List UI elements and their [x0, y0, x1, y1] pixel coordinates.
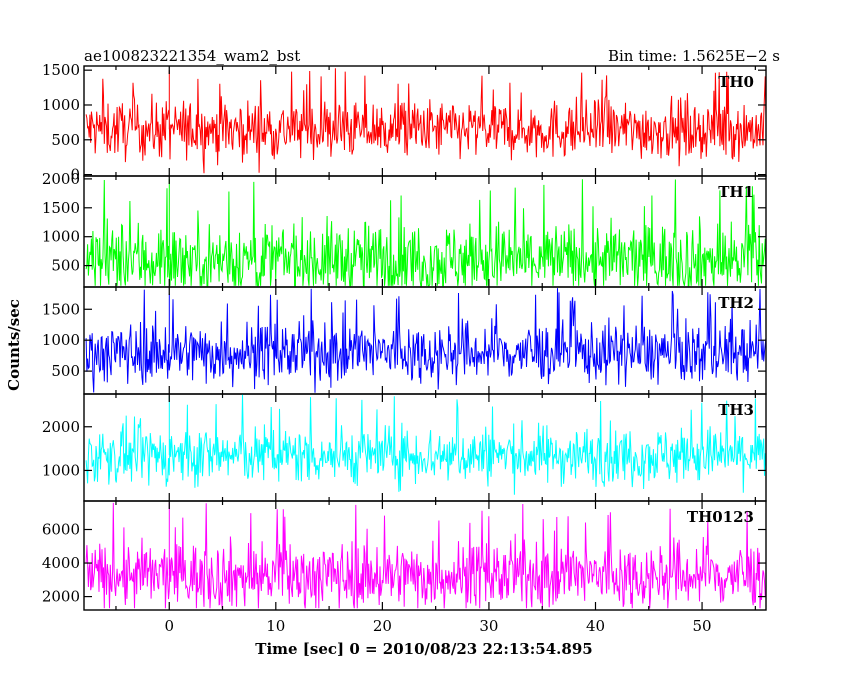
y-axis-label: Counts/sec	[5, 299, 23, 391]
panel-label-th3: TH3	[718, 401, 754, 419]
y-tick-label-th2: 500	[51, 362, 80, 380]
bin-time-label: Bin time: 1.5625E−2 s	[608, 47, 780, 65]
y-tick-label-th3: 1000	[42, 461, 80, 479]
series-line-th1	[85, 178, 766, 287]
y-tick-label-th0123: 2000	[42, 588, 80, 606]
y-tick-label-th1: 1500	[42, 199, 80, 217]
y-tick-label-th0123: 4000	[42, 554, 80, 572]
series-line-th3	[85, 394, 766, 495]
series-line-th2	[85, 288, 766, 393]
x-tick-label: 50	[693, 617, 712, 635]
x-tick-label: 0	[164, 617, 174, 635]
panel-label-th1: TH1	[718, 183, 754, 201]
y-tick-label-th1: 500	[51, 257, 80, 275]
x-tick-label: 30	[479, 617, 498, 635]
series-line-th0	[85, 68, 766, 174]
panel-label-th0123: TH0123	[687, 508, 754, 526]
y-tick-label-th0123: 6000	[42, 521, 80, 539]
y-tick-label-th0: 1000	[42, 96, 80, 114]
series-line-th0123	[85, 502, 766, 609]
x-axis-label: Time [sec] 0 = 2010/08/23 22:13:54.895	[255, 640, 592, 658]
x-tick-label: 20	[373, 617, 392, 635]
y-tick-label-th2: 1000	[42, 331, 80, 349]
y-tick-label-th0: 0	[70, 166, 80, 184]
y-tick-label-th0: 500	[51, 131, 80, 149]
x-tick-label: 40	[586, 617, 605, 635]
chart-title: ae100823221354_wam2_bst	[84, 47, 300, 65]
y-tick-label-th2: 1500	[42, 300, 80, 318]
panels-group: 050010001500TH0500100015002000TH15001000…	[42, 61, 767, 635]
y-tick-label-th0: 1500	[42, 61, 80, 79]
panel-frame-th1	[83, 175, 767, 288]
y-tick-label-th1: 2000	[42, 170, 80, 188]
panel-label-th2: TH2	[718, 294, 754, 312]
y-tick-label-th3: 2000	[42, 418, 80, 436]
y-tick-label-th1: 1000	[42, 228, 80, 246]
panel-label-th0: TH0	[718, 73, 754, 91]
panel-frame-th0123	[83, 500, 767, 611]
x-tick-label: 10	[266, 617, 285, 635]
